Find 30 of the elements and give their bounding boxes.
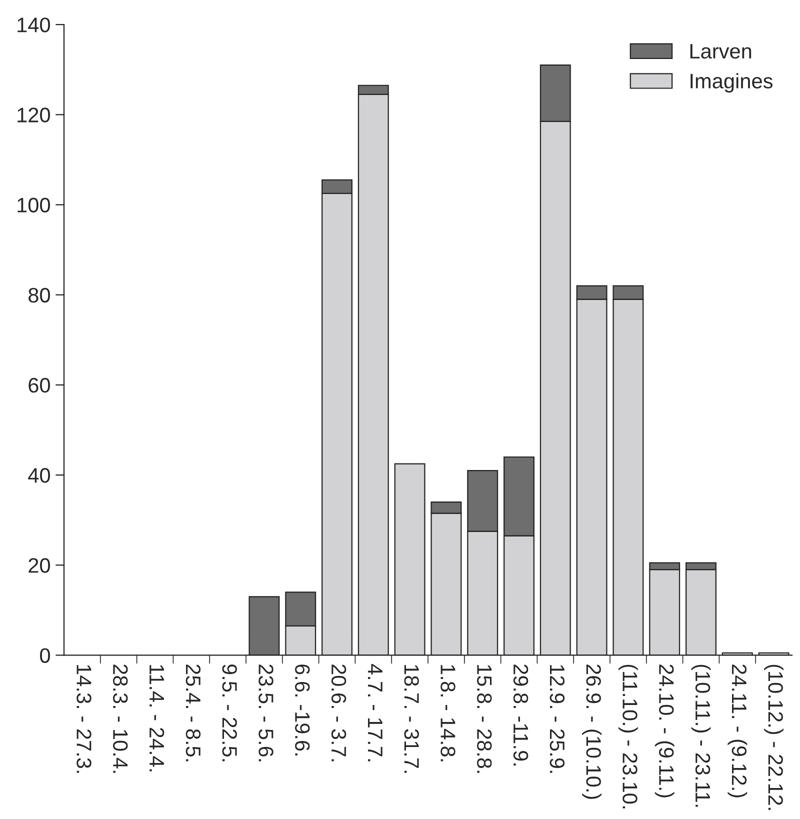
x-tick-label: 24.11. - (9.12.) xyxy=(728,664,748,798)
x-tick-label: 29.8. -11.9. xyxy=(513,664,528,766)
x-tick-label: 9.5. - 22.5. xyxy=(222,664,237,762)
x-tick-label: 6.6. -19.6. xyxy=(295,664,310,756)
y-tick-label: 100 xyxy=(18,198,50,213)
x-tick-label: 4.7. - 17.7. xyxy=(368,664,382,762)
x-tick-label: 28.3. - 10.4. xyxy=(113,664,128,773)
x-tick-label: (10.12.) - 22.12. xyxy=(764,664,784,810)
y-tick-label: 0 xyxy=(40,648,50,663)
legend-label: Larven xyxy=(690,44,752,59)
x-tick-label: 12.9. - 25.9. xyxy=(550,665,565,773)
y-tick-label: 60 xyxy=(28,378,50,393)
x-tick-label: 15.8. - 28.8. xyxy=(477,665,492,773)
x-tick-label: 26.9. - (10.10.) xyxy=(582,664,602,799)
x-tick-label: 1.8. - 14.8. xyxy=(440,665,456,762)
y-tick-label: 40 xyxy=(28,468,50,483)
x-tick-label: 24.10. - (9.11.) xyxy=(654,664,674,798)
x-tick-label: 23.5. - 5.6. xyxy=(258,664,274,762)
y-tick-label: 140 xyxy=(18,18,50,32)
x-tick-label: 18.7. - 31.7. xyxy=(404,665,419,773)
x-tick-label: (10.11.) - 23.11. xyxy=(691,664,711,807)
x-tick-label: 20.6. - 3.7. xyxy=(331,664,346,762)
x-tick-label: 25.4. - 8.5. xyxy=(186,664,201,762)
y-tick-label: 120 xyxy=(18,108,50,122)
x-tick-label: (11.10.) - 23.10. xyxy=(618,664,638,808)
y-tick-label: 80 xyxy=(28,288,50,303)
legend-label: Imagines xyxy=(690,73,773,93)
x-tick-label: 11.4. - 24.4. xyxy=(150,665,164,772)
x-tick-label: 14.3. - 27.3. xyxy=(76,665,92,773)
y-tick-label: 20 xyxy=(28,558,50,573)
